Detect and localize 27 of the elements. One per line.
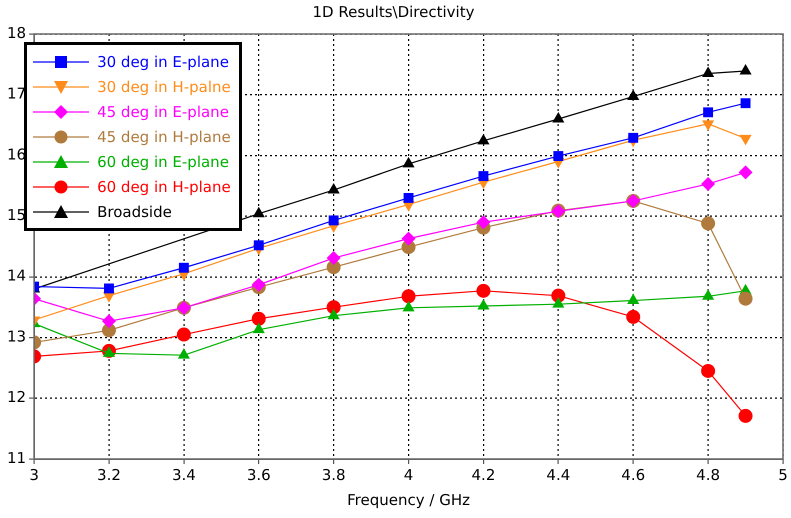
y-tick-label: 14 (6, 266, 26, 285)
x-tick-label: 4.8 (696, 466, 720, 484)
legend-label: 60 deg in H-plane (97, 178, 231, 196)
x-tick-label: 4.6 (621, 466, 646, 484)
x-tick-label: 3.8 (322, 466, 346, 484)
x-tick-label: 4 (404, 466, 414, 484)
legend-label: 45 deg in H-plane (97, 128, 231, 146)
legend-label: 30 deg in E-plane (97, 52, 229, 70)
x-tick-label: 5 (778, 466, 788, 484)
legend-label: 30 deg in H-palne (97, 78, 231, 96)
y-tick-label: 13 (6, 327, 26, 346)
y-tick-label: 17 (6, 84, 26, 103)
x-tick-label: 3 (29, 466, 39, 484)
y-tick-label: 15 (6, 206, 26, 224)
legend-label: 45 deg in E-plane (97, 102, 229, 120)
legend-label: Broadside (97, 202, 172, 220)
y-tick-label: 12 (6, 388, 26, 406)
x-tick-label: 3.2 (97, 466, 121, 484)
x-tick-label: 3.6 (246, 466, 271, 484)
chart-title: 1D Results\Directivity (312, 2, 475, 21)
y-tick-label: 11 (6, 448, 26, 467)
x-tick-label: 3.4 (172, 466, 196, 484)
x-tick-label: 4.2 (472, 466, 496, 484)
y-tick-label: 18 (6, 24, 26, 42)
x-tick-label: 4.4 (546, 466, 570, 484)
x-axis-title: Frequency / GHz (347, 490, 470, 509)
legend-label: 60 deg in E-plane (97, 152, 229, 170)
